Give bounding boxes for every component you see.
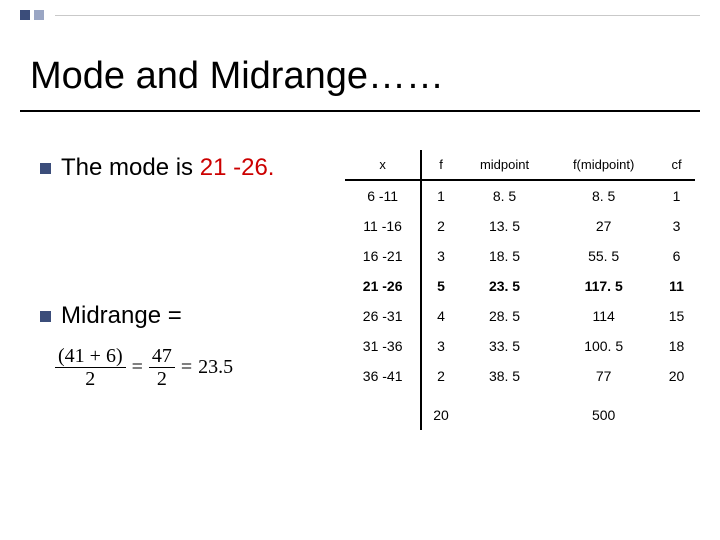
table-cell: 15 (658, 301, 695, 331)
frac1-num: (41 + 6) (55, 345, 126, 368)
mode-prefix: The mode is (61, 154, 200, 181)
mode-value: 21 -26. (200, 154, 275, 181)
bullet-icon (40, 163, 51, 174)
table-total-cell: 20 (421, 391, 460, 430)
table-cell: 2 (421, 211, 460, 241)
table-cell: 13. 5 (460, 211, 550, 241)
fraction-1: (41 + 6) 2 (55, 345, 126, 390)
table-cell: 8. 5 (549, 180, 658, 211)
frac2-num: 47 (149, 345, 175, 368)
table-cell: 18. 5 (460, 241, 550, 271)
header-fmidpoint: f(midpoint) (549, 150, 658, 180)
bullet-mode-text: The mode is 21 -26. (61, 154, 274, 182)
table-cell: 11 -16 (345, 211, 421, 241)
table-cell: 117. 5 (549, 271, 658, 301)
table-header-row: x f midpoint f(midpoint) cf (345, 150, 695, 180)
table-cell: 33. 5 (460, 331, 550, 361)
table-cell: 4 (421, 301, 460, 331)
table-cell: 16 -21 (345, 241, 421, 271)
table-cell: 1 (658, 180, 695, 211)
table-cell: 28. 5 (460, 301, 550, 331)
top-separator (55, 15, 700, 16)
table-cell: 20 (658, 361, 695, 391)
table-cell: 11 (658, 271, 695, 301)
table-cell: 100. 5 (549, 331, 658, 361)
table-cell: 21 -26 (345, 271, 421, 301)
table-cell: 27 (549, 211, 658, 241)
table-cell: 1 (421, 180, 460, 211)
table-total-cell (345, 391, 421, 430)
table-cell: 5 (421, 271, 460, 301)
table-cell: 3 (421, 241, 460, 271)
table-cell: 3 (658, 211, 695, 241)
bullet-mode: The mode is 21 -26. (40, 154, 274, 182)
table-cell: 26 -31 (345, 301, 421, 331)
eq-sign: = (132, 356, 143, 379)
table-cell: 6 -11 (345, 180, 421, 211)
table-cell: 3 (421, 331, 460, 361)
table-cell: 6 (658, 241, 695, 271)
table-cell: 36 -41 (345, 361, 421, 391)
table-cell: 114 (549, 301, 658, 331)
fraction-2: 47 2 (149, 345, 175, 390)
table-cell: 23. 5 (460, 271, 550, 301)
accent-squares (20, 10, 44, 20)
header-f: f (421, 150, 460, 180)
table-cell: 77 (549, 361, 658, 391)
table-total-cell: 500 (549, 391, 658, 430)
title-underline (20, 110, 700, 112)
table-totals-row: 20 500 (345, 391, 695, 430)
page-title: Mode and Midrange…… (30, 55, 444, 98)
eq-sign: = (181, 356, 192, 379)
accent-sq (20, 10, 30, 20)
header-midpoint: midpoint (460, 150, 550, 180)
table-cell: 18 (658, 331, 695, 361)
frequency-table: x f midpoint f(midpoint) cf 6 -1118. 58.… (345, 150, 695, 430)
table-row: 11 -16213. 5273 (345, 211, 695, 241)
table-row: 16 -21318. 555. 56 (345, 241, 695, 271)
header-x: x (345, 150, 421, 180)
bullet-midrange: Midrange = (40, 302, 182, 330)
table-cell: 8. 5 (460, 180, 550, 211)
table-total-cell (460, 391, 550, 430)
table-row: 26 -31428. 511415 (345, 301, 695, 331)
bullet-icon (40, 311, 51, 322)
frac2-den: 2 (154, 368, 170, 390)
table-cell: 55. 5 (549, 241, 658, 271)
bullet-midrange-text: Midrange = (61, 302, 182, 330)
table-total-cell (658, 391, 695, 430)
table-row: 36 -41238. 57720 (345, 361, 695, 391)
midrange-formula: (41 + 6) 2 = 47 2 = 23.5 (55, 345, 233, 390)
table-row: 6 -1118. 58. 51 (345, 180, 695, 211)
frac1-den: 2 (82, 368, 98, 390)
accent-sq-light (34, 10, 44, 20)
header-cf: cf (658, 150, 695, 180)
table-cell: 38. 5 (460, 361, 550, 391)
table-row: 21 -26523. 5117. 511 (345, 271, 695, 301)
table-cell: 2 (421, 361, 460, 391)
table-row: 31 -36333. 5100. 518 (345, 331, 695, 361)
formula-result: 23.5 (198, 356, 233, 379)
table-cell: 31 -36 (345, 331, 421, 361)
